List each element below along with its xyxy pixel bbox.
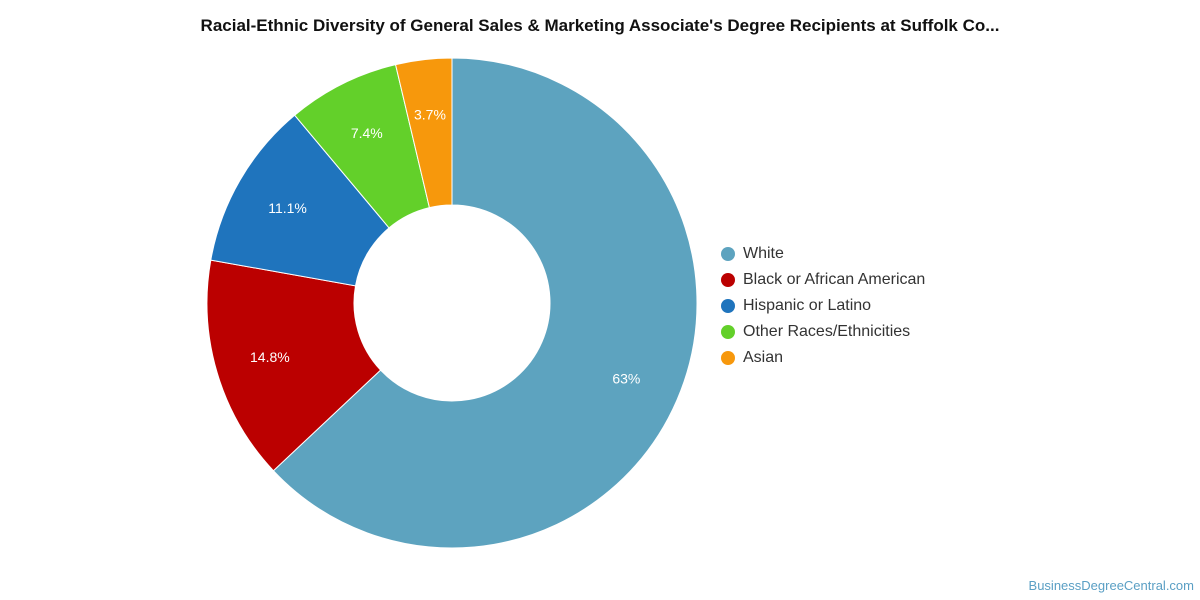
- legend-item-black-or-african-american[interactable]: Black or African American: [721, 267, 925, 293]
- legend-label-black-or-african-american: Black or African American: [743, 271, 926, 288]
- legend-label-asian: Asian: [743, 349, 784, 366]
- legend-item-hispanic-or-latino[interactable]: Hispanic or Latino: [721, 293, 925, 319]
- slice-label-white: 63%: [612, 370, 640, 386]
- slice-label-black-or-african-american: 14.8%: [250, 349, 290, 365]
- legend-swatch-black-or-african-american: [721, 273, 735, 287]
- slice-white[interactable]: [272, 57, 698, 549]
- legend-item-white[interactable]: White: [721, 241, 925, 267]
- slice-black-or-african-american[interactable]: [206, 259, 382, 472]
- chart-title: Racial-Ethnic Diversity of General Sales…: [200, 16, 1000, 35]
- slice-asian[interactable]: [394, 57, 453, 209]
- legend-label-white: White: [743, 245, 784, 262]
- watermark: BusinessDegreeCentral.com: [1028, 578, 1194, 593]
- slice-hispanic-or-latino[interactable]: [210, 114, 390, 287]
- slice-labels-group: 63% 14.8% 11.1% 7.4% 3.7%: [250, 106, 640, 386]
- slice-label-other-races-ethnicities: 7.4%: [351, 125, 383, 141]
- legend-swatch-asian: [721, 351, 735, 365]
- legend-swatch-white: [721, 247, 735, 261]
- legend-swatch-hispanic-or-latino: [721, 299, 735, 313]
- legend-label-other-races-ethnicities: Other Races/Ethnicities: [743, 323, 911, 340]
- legend-item-other-races-ethnicities[interactable]: Other Races/Ethnicities: [721, 319, 925, 345]
- slices-group: [206, 57, 698, 549]
- slice-label-asian: 3.7%: [414, 106, 446, 122]
- legend-swatch-other-races-ethnicities: [721, 325, 735, 339]
- slice-label-hispanic-or-latino: 11.1%: [268, 200, 307, 216]
- legend-label-hispanic-or-latino: Hispanic or Latino: [743, 297, 872, 314]
- legend-item-asian[interactable]: Asian: [721, 345, 925, 371]
- legend: White Black or African American Hispanic o…: [721, 241, 925, 371]
